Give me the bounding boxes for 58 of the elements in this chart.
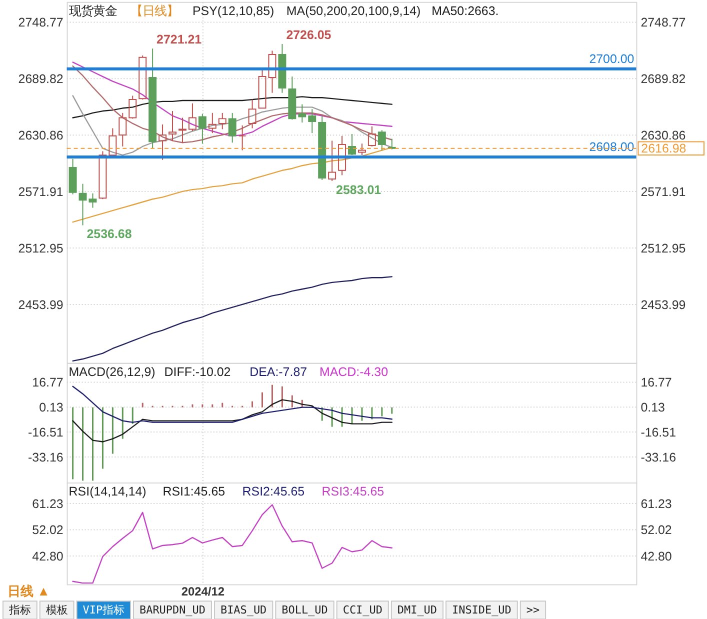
text: >>	[526, 604, 540, 617]
annotation: 2536.68	[86, 227, 132, 242]
y2-tick-label: 2512.95	[640, 241, 686, 256]
text: BOLL_UD	[282, 604, 328, 617]
ref-line-label: 2700.00	[589, 52, 634, 66]
text: MACD:-4.30	[319, 364, 388, 379]
x-tick-label: 2024/12	[181, 584, 225, 599]
y-tick-label: 2689.82	[18, 72, 64, 86]
text: INSIDE_UD	[452, 604, 512, 617]
text: 指标	[8, 604, 31, 617]
annotation: PSY(12,10,85)	[192, 4, 274, 18]
text: BARUPDN_UD	[140, 604, 206, 617]
text: DIFF:-10.02	[164, 364, 231, 379]
text: 模板	[46, 604, 68, 617]
annotation: 2726.05	[286, 28, 332, 42]
ref-line-label: 2608.00	[589, 140, 634, 154]
text: DMI_UD	[397, 604, 437, 617]
y2-tick-label: 2689.82	[640, 72, 686, 86]
annotation: 2583.01	[336, 182, 382, 197]
y-tick-label: 61.23	[32, 497, 64, 511]
y-tick-label: 16.77	[32, 376, 64, 390]
legend-label: RSI1:45.65	[162, 484, 226, 498]
y2-tick-label: -16.51	[640, 426, 676, 440]
y-tick-label: 0.13	[39, 400, 64, 415]
legend-label: RSI2:45.65	[242, 484, 305, 498]
y2-tick-label: 61.23	[640, 497, 672, 511]
y2-tick-label: 16.77	[640, 376, 672, 390]
y-tick-label: 52.02	[32, 523, 64, 538]
chart-subtitle: 【日线】	[130, 4, 179, 18]
x-axis-title: 日线 ▲	[7, 584, 50, 599]
y-tick-label: 2453.99	[18, 298, 64, 312]
chart-title: MACD(26,12,9)	[68, 364, 156, 379]
y-tick-label: 2748.77	[18, 16, 64, 30]
chart-title: 现货黄金	[68, 4, 117, 18]
annotation: 2721.21	[156, 32, 202, 47]
text: DEA:-7.87	[250, 364, 308, 379]
y-tick-label: 42.80	[32, 550, 64, 564]
y2-tick-label: 2748.77	[640, 16, 686, 30]
text: BIAS_UD	[220, 604, 267, 617]
y2-tick-label: 2571.91	[640, 185, 686, 200]
text: VIP指标	[82, 604, 125, 617]
text: RSI3:45.65	[322, 484, 384, 498]
y-tick-label: 2630.86	[18, 128, 64, 143]
chart-title: RSI(14,14,14)	[68, 484, 146, 498]
y-tick-label: -33.16	[28, 450, 64, 464]
y2-tick-label: 42.80	[640, 550, 672, 564]
ref-line-label: 2616.98	[641, 141, 686, 156]
y2-tick-label: 2630.86	[640, 128, 686, 143]
y2-tick-label: 52.02	[640, 523, 672, 538]
y2-tick-label: 2453.99	[640, 298, 686, 312]
y-tick-label: 2571.91	[18, 185, 64, 200]
text: CCI_UD	[342, 604, 382, 617]
annotation: MA(50,200,20,100,9,14)	[286, 4, 421, 18]
y-tick-label: -16.51	[28, 426, 64, 440]
y2-tick-label: 0.13	[640, 400, 665, 415]
y-tick-label: 2512.95	[18, 241, 64, 256]
y2-tick-label: -33.16	[640, 450, 676, 464]
text: MA50:2663.	[432, 4, 499, 18]
